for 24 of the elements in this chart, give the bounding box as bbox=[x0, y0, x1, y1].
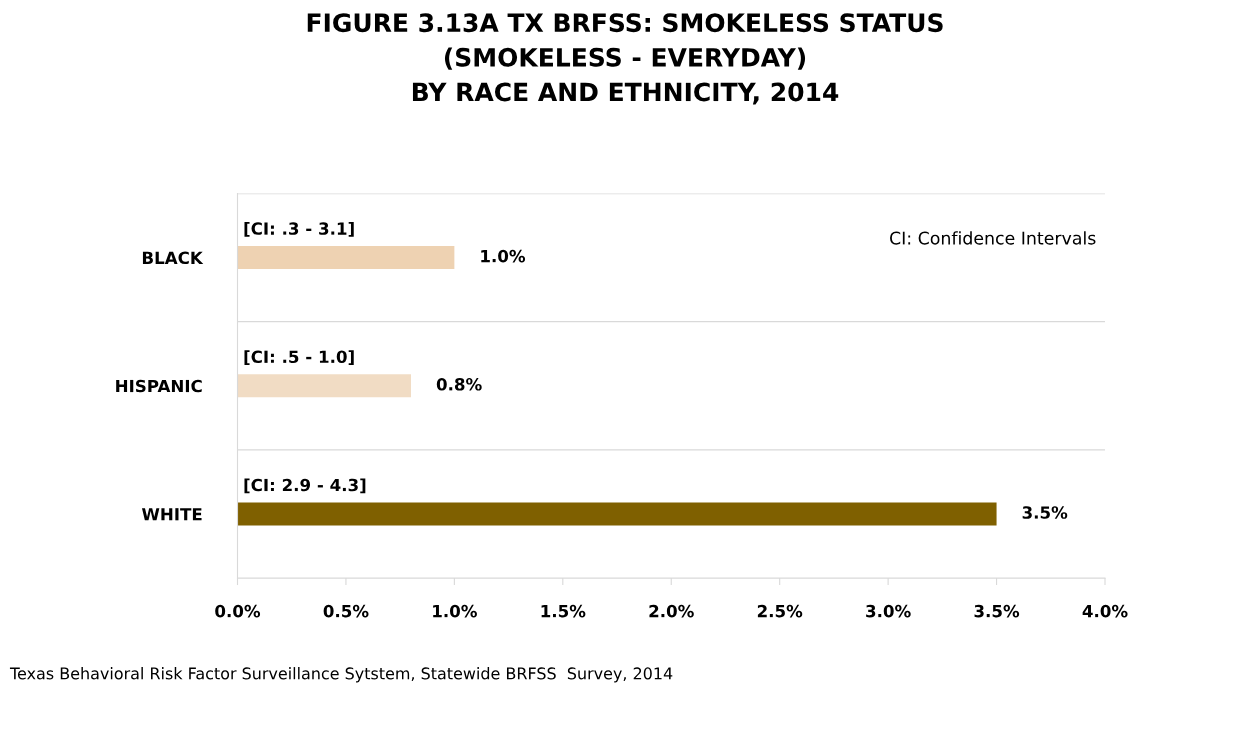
x-tick-label: 1.5% bbox=[541, 604, 586, 618]
data-label: 1.0% bbox=[481, 249, 526, 263]
text: Texas Behavioral Risk Factor Surveillance Sytstem, Statewide BRFSS Survey, 2014 bbox=[9, 667, 673, 683]
x-tick-label: 3.0% bbox=[866, 604, 911, 618]
y-tick-label: WHITE bbox=[141, 508, 202, 521]
bar bbox=[237, 374, 411, 398]
bar bbox=[237, 246, 455, 270]
annotation: [CI: .3 - 3.1] bbox=[244, 221, 354, 237]
data-label: 0.8% bbox=[436, 377, 482, 391]
data-label: 3.5% bbox=[1022, 506, 1068, 519]
x-tick-label: 0.5% bbox=[323, 604, 369, 618]
y-tick-label: HISPANIC bbox=[116, 379, 202, 393]
annotation: [CI: .5 - 1.0] bbox=[244, 350, 354, 366]
y-tick-label: BLACK bbox=[142, 251, 204, 265]
x-tick-label: 1.0% bbox=[433, 604, 477, 618]
chart-title: FIGURE 3.13A TX BRFSS: SMOKELESS STATUS (SMOKELESS - EVERYDAY) BY RACE AND ETHNICITY, 2014 bbox=[307, 13, 943, 105]
x-tick-label: 2.5% bbox=[757, 604, 803, 618]
annotation: CI: Confidence Intervals bbox=[890, 231, 1096, 245]
annotation: [CI: 2.9 - 4.3] bbox=[244, 478, 366, 494]
x-tick-label: 0.0% bbox=[215, 604, 261, 618]
x-tick-label: 2.0% bbox=[649, 604, 694, 618]
x-tick-label: 4.0% bbox=[1082, 604, 1128, 618]
x-tick-label: 3.5% bbox=[974, 604, 1020, 618]
bar bbox=[237, 502, 997, 526]
